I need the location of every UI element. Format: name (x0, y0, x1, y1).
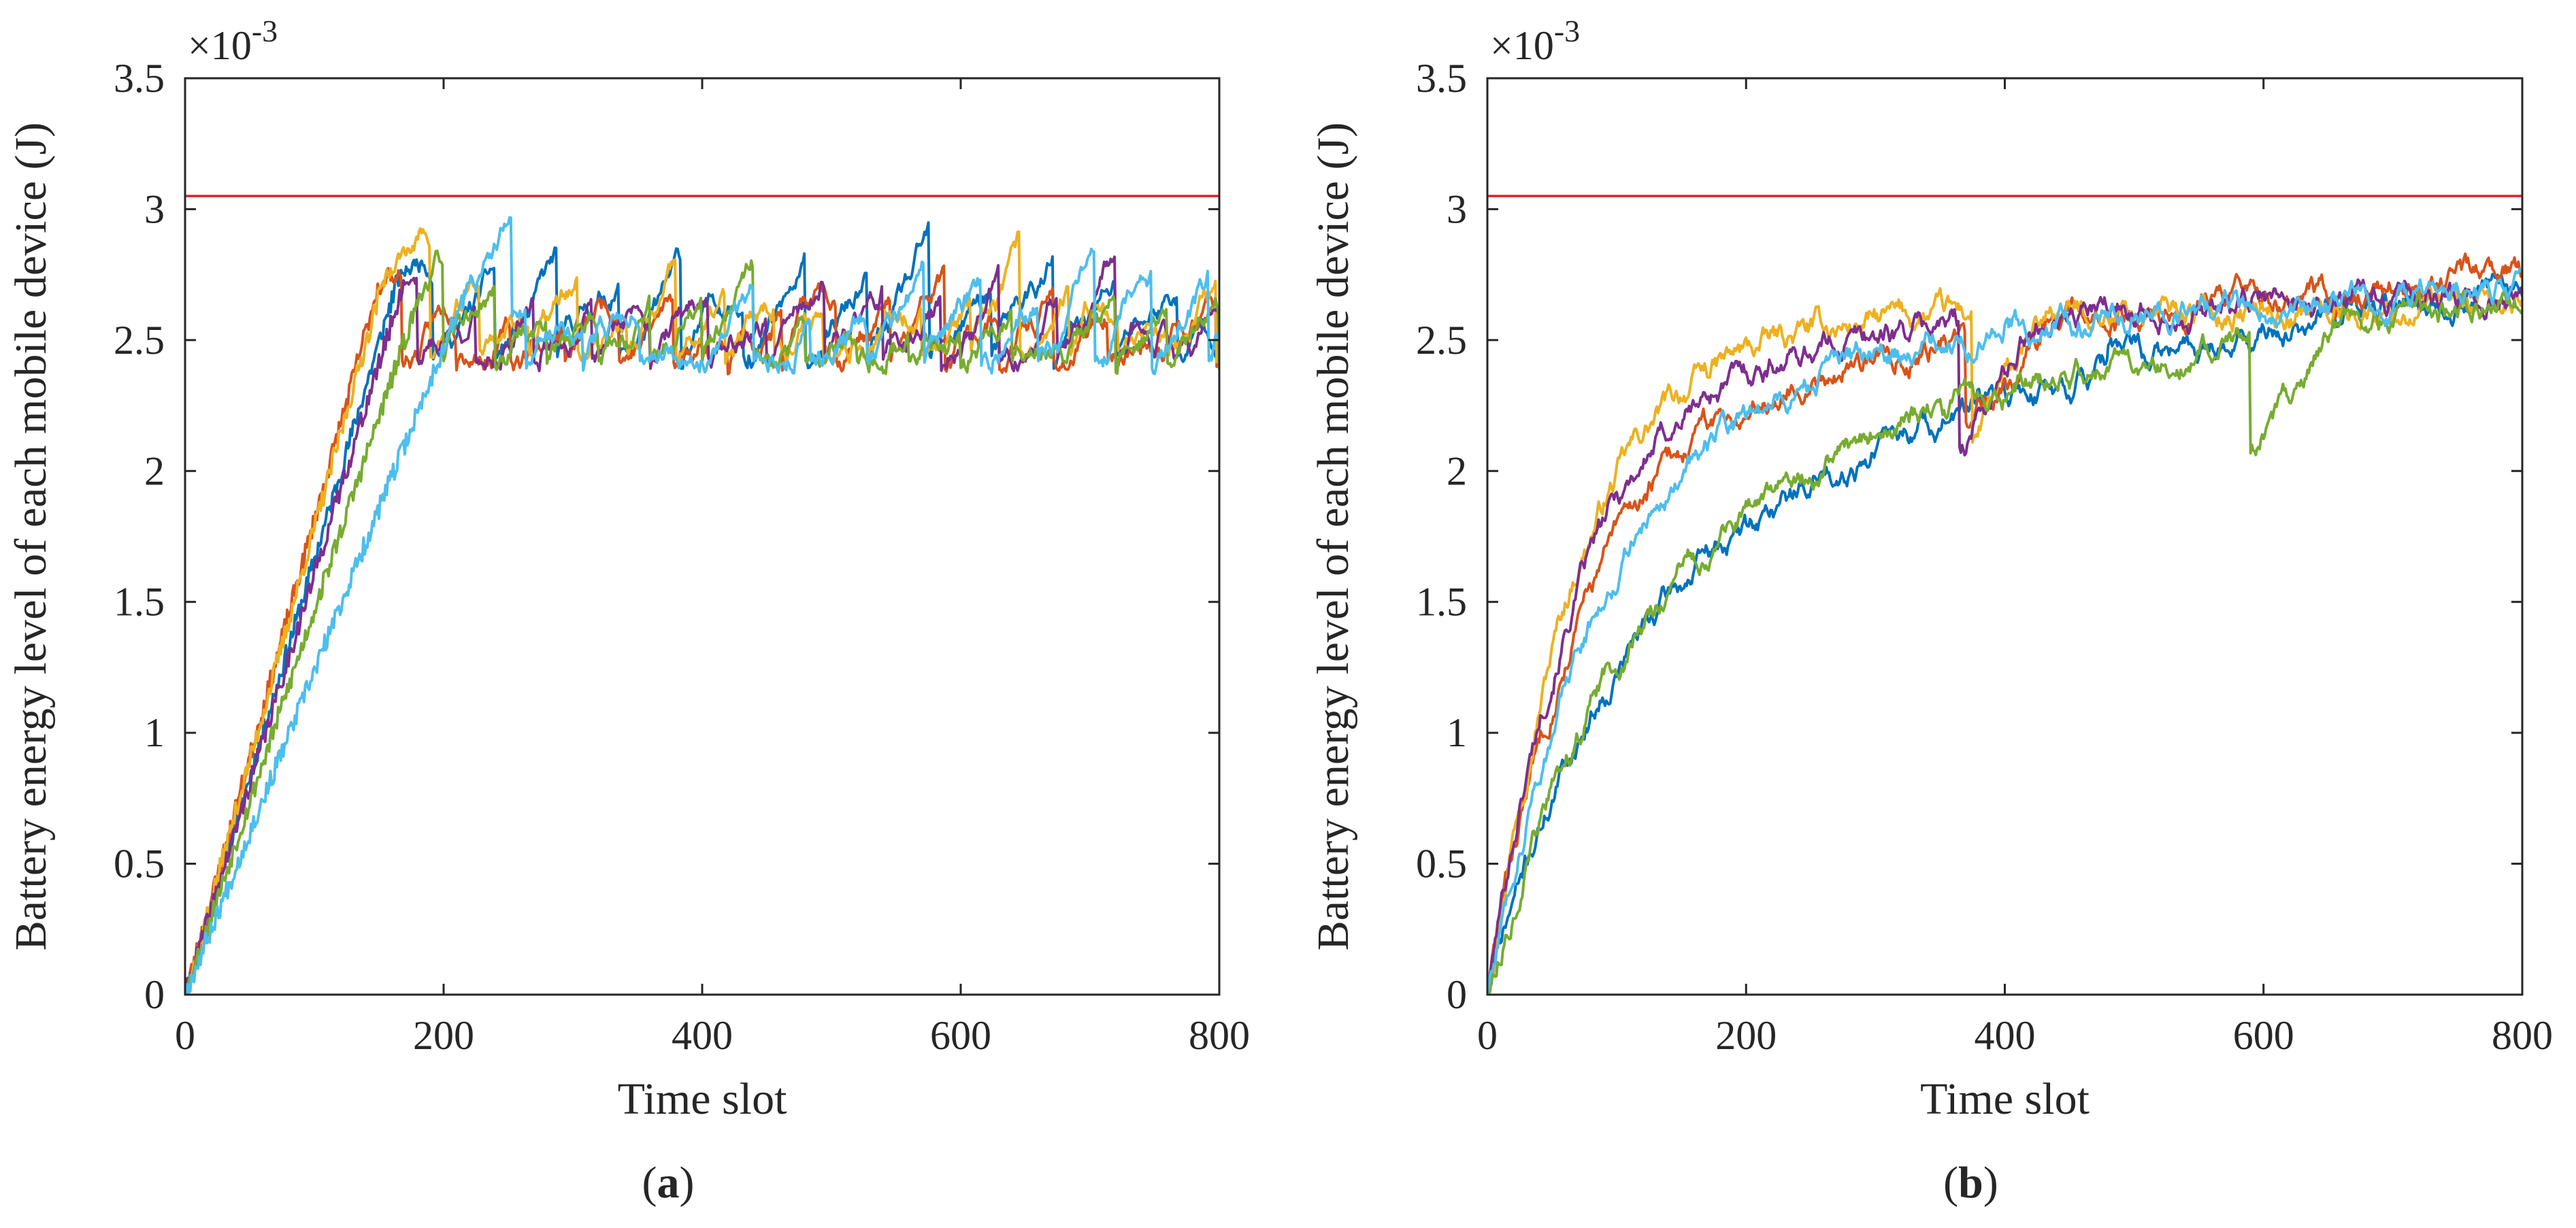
panel-label-open: ( (1943, 1158, 1958, 1208)
panel-label-open: ( (642, 1158, 657, 1208)
x-tick-label: 800 (1189, 1013, 1250, 1058)
y-tick-label: 3.5 (114, 56, 165, 101)
x-tick-label: 600 (2233, 1013, 2294, 1058)
y-tick-label: 2 (1447, 448, 1467, 493)
series-group (185, 216, 1219, 995)
x-tick-label: 200 (413, 1013, 474, 1058)
y-exponent: -3 (1554, 14, 1580, 48)
x-axis-title: Time slot (1920, 1074, 2090, 1124)
y-axis-title: Battery energy level of each mobile devi… (1308, 122, 1358, 950)
series-group (1487, 252, 2522, 995)
x-axis-title: Time slot (618, 1074, 787, 1124)
y-tick-label: 1 (144, 710, 165, 755)
axes-box (1486, 77, 2524, 996)
y-multiplier: ×10 (188, 23, 252, 68)
panel-a: 0 200 400 600 800 0 0.5 1 1.5 2 2.5 3 3.5 ×10-3 Time s… (6, 14, 1250, 1208)
x-tick-label: 0 (175, 1013, 195, 1058)
y-tick-label: 1.5 (1416, 580, 1467, 625)
y-tick-label: 0 (144, 972, 165, 1017)
series-line-2 (185, 264, 1219, 995)
y-tick-label: 2 (144, 448, 165, 493)
y-tick-label: 1.5 (114, 580, 165, 625)
panel-label: (a) (642, 1158, 695, 1208)
y-tick-label: 0.5 (114, 842, 165, 886)
x-tick-label: 400 (1975, 1013, 2036, 1058)
panel-label: (b) (1943, 1158, 1998, 1208)
x-tick-label: 400 (672, 1013, 733, 1058)
y-tick-label: 3.5 (1416, 56, 1467, 101)
y-axis-title: Battery energy level of each mobile devi… (6, 122, 56, 950)
y-exponent: -3 (252, 14, 278, 48)
y-tick-label: 1 (1447, 710, 1467, 755)
y-tick-label: 0.5 (1416, 842, 1467, 886)
y-tick-label: 0 (1447, 972, 1467, 1017)
y-tick-label: 2.5 (1416, 318, 1467, 363)
series-line-6 (185, 216, 1219, 995)
panel-label-close: ) (680, 1158, 695, 1208)
x-tick-label: 200 (1715, 1013, 1777, 1058)
y-exponent-label: ×10-3 (188, 14, 278, 68)
series-line-4 (1487, 278, 2522, 995)
panel-label-letter: a (657, 1158, 680, 1208)
series-line-2 (1487, 252, 2522, 995)
x-tick-label: 600 (930, 1013, 991, 1058)
series-line-5 (1487, 289, 2522, 995)
y-tick-label: 2.5 (114, 318, 165, 363)
panel-label-close: ) (1983, 1158, 1998, 1208)
y-tick-label: 3 (144, 186, 165, 231)
series-line-6 (1487, 267, 2522, 995)
y-exponent-label: ×10-3 (1490, 14, 1580, 68)
panel-label-letter: b (1958, 1158, 1983, 1208)
y-multiplier: ×10 (1490, 23, 1554, 68)
x-tick-label: 0 (1477, 1013, 1498, 1058)
panel-b: 0 200 400 600 800 0 0.5 1 1.5 2 2.5 3 3.5 ×10-3 Time s… (1308, 14, 2553, 1208)
x-tick-label: 800 (2492, 1013, 2553, 1058)
y-tick-label: 3 (1447, 186, 1467, 231)
